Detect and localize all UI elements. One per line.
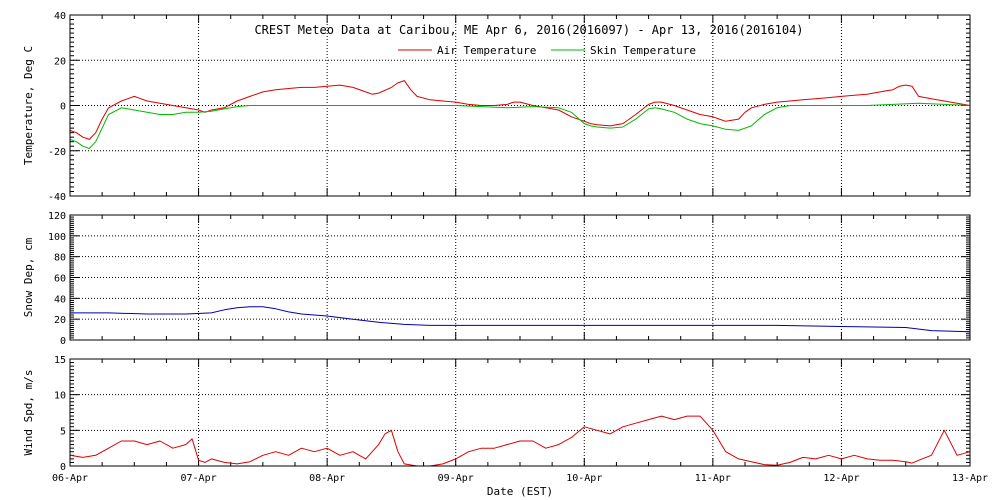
x-tick-label: 11-Apr	[695, 473, 731, 484]
wind-speed-line	[69, 415, 971, 467]
y-tick-label: 0	[60, 102, 66, 113]
panel-frame	[69, 14, 971, 197]
y-tick-label: 15	[54, 355, 66, 366]
x-tick-label: 10-Apr	[566, 473, 602, 484]
y-tick-label: -20	[48, 147, 66, 158]
x-tick-label: 06-Apr	[52, 473, 88, 484]
legend: Air Temperature Skin Temperature	[398, 44, 696, 57]
legend-label-skin-temperature: Skin Temperature	[590, 44, 696, 57]
wind-speed-axis-label: Wind Spd, m/s	[22, 369, 35, 455]
snow-depth-line	[70, 306, 971, 333]
y-tick-label: 80	[54, 253, 66, 264]
skin-temperature-line	[69, 102, 971, 149]
y-tick-label: 100	[48, 232, 66, 243]
panel-frame	[69, 358, 971, 467]
panel-frame	[69, 214, 971, 341]
y-tick-label: 20	[54, 56, 66, 67]
snow-depth-panel: 0 20 40 60 80 100 120 Snow Dep, cm	[22, 211, 971, 347]
wind-speed-panel: 0 5 10 15 Wind Spd, m/s	[22, 355, 971, 473]
legend-label-air-temperature: Air Temperature	[437, 44, 536, 57]
y-tick-label: 0	[60, 336, 66, 347]
temperature-axis-label: Temperature, Deg C	[22, 46, 35, 165]
x-tick-label: 09-Apr	[438, 473, 474, 484]
y-tick-label: 40	[54, 294, 66, 305]
y-tick-label: -40	[48, 192, 66, 203]
temperature-panel: -40 -20 0 20 40 Temperature, Deg C	[22, 11, 971, 203]
y-tick-label: 60	[54, 274, 66, 285]
x-tick-label: 13-Apr	[952, 473, 988, 484]
chart-title: CREST Meteo Data at Caribou, ME Apr 6, 2…	[254, 23, 803, 37]
y-tick-label: 10	[54, 391, 66, 402]
x-tick-label: 07-Apr	[181, 473, 217, 484]
x-tick-label: 12-Apr	[823, 473, 859, 484]
y-tick-label: 5	[60, 426, 66, 437]
y-tick-label: 40	[54, 11, 66, 22]
y-tick-label: 0	[60, 462, 66, 473]
x-tick-label: 08-Apr	[309, 473, 345, 484]
air-temperature-line	[69, 80, 971, 140]
y-tick-label: 120	[48, 211, 66, 222]
x-axis-label: Date (EST)	[487, 485, 553, 498]
snow-depth-axis-label: Snow Dep, cm	[22, 237, 35, 317]
y-tick-label: 20	[54, 315, 66, 326]
